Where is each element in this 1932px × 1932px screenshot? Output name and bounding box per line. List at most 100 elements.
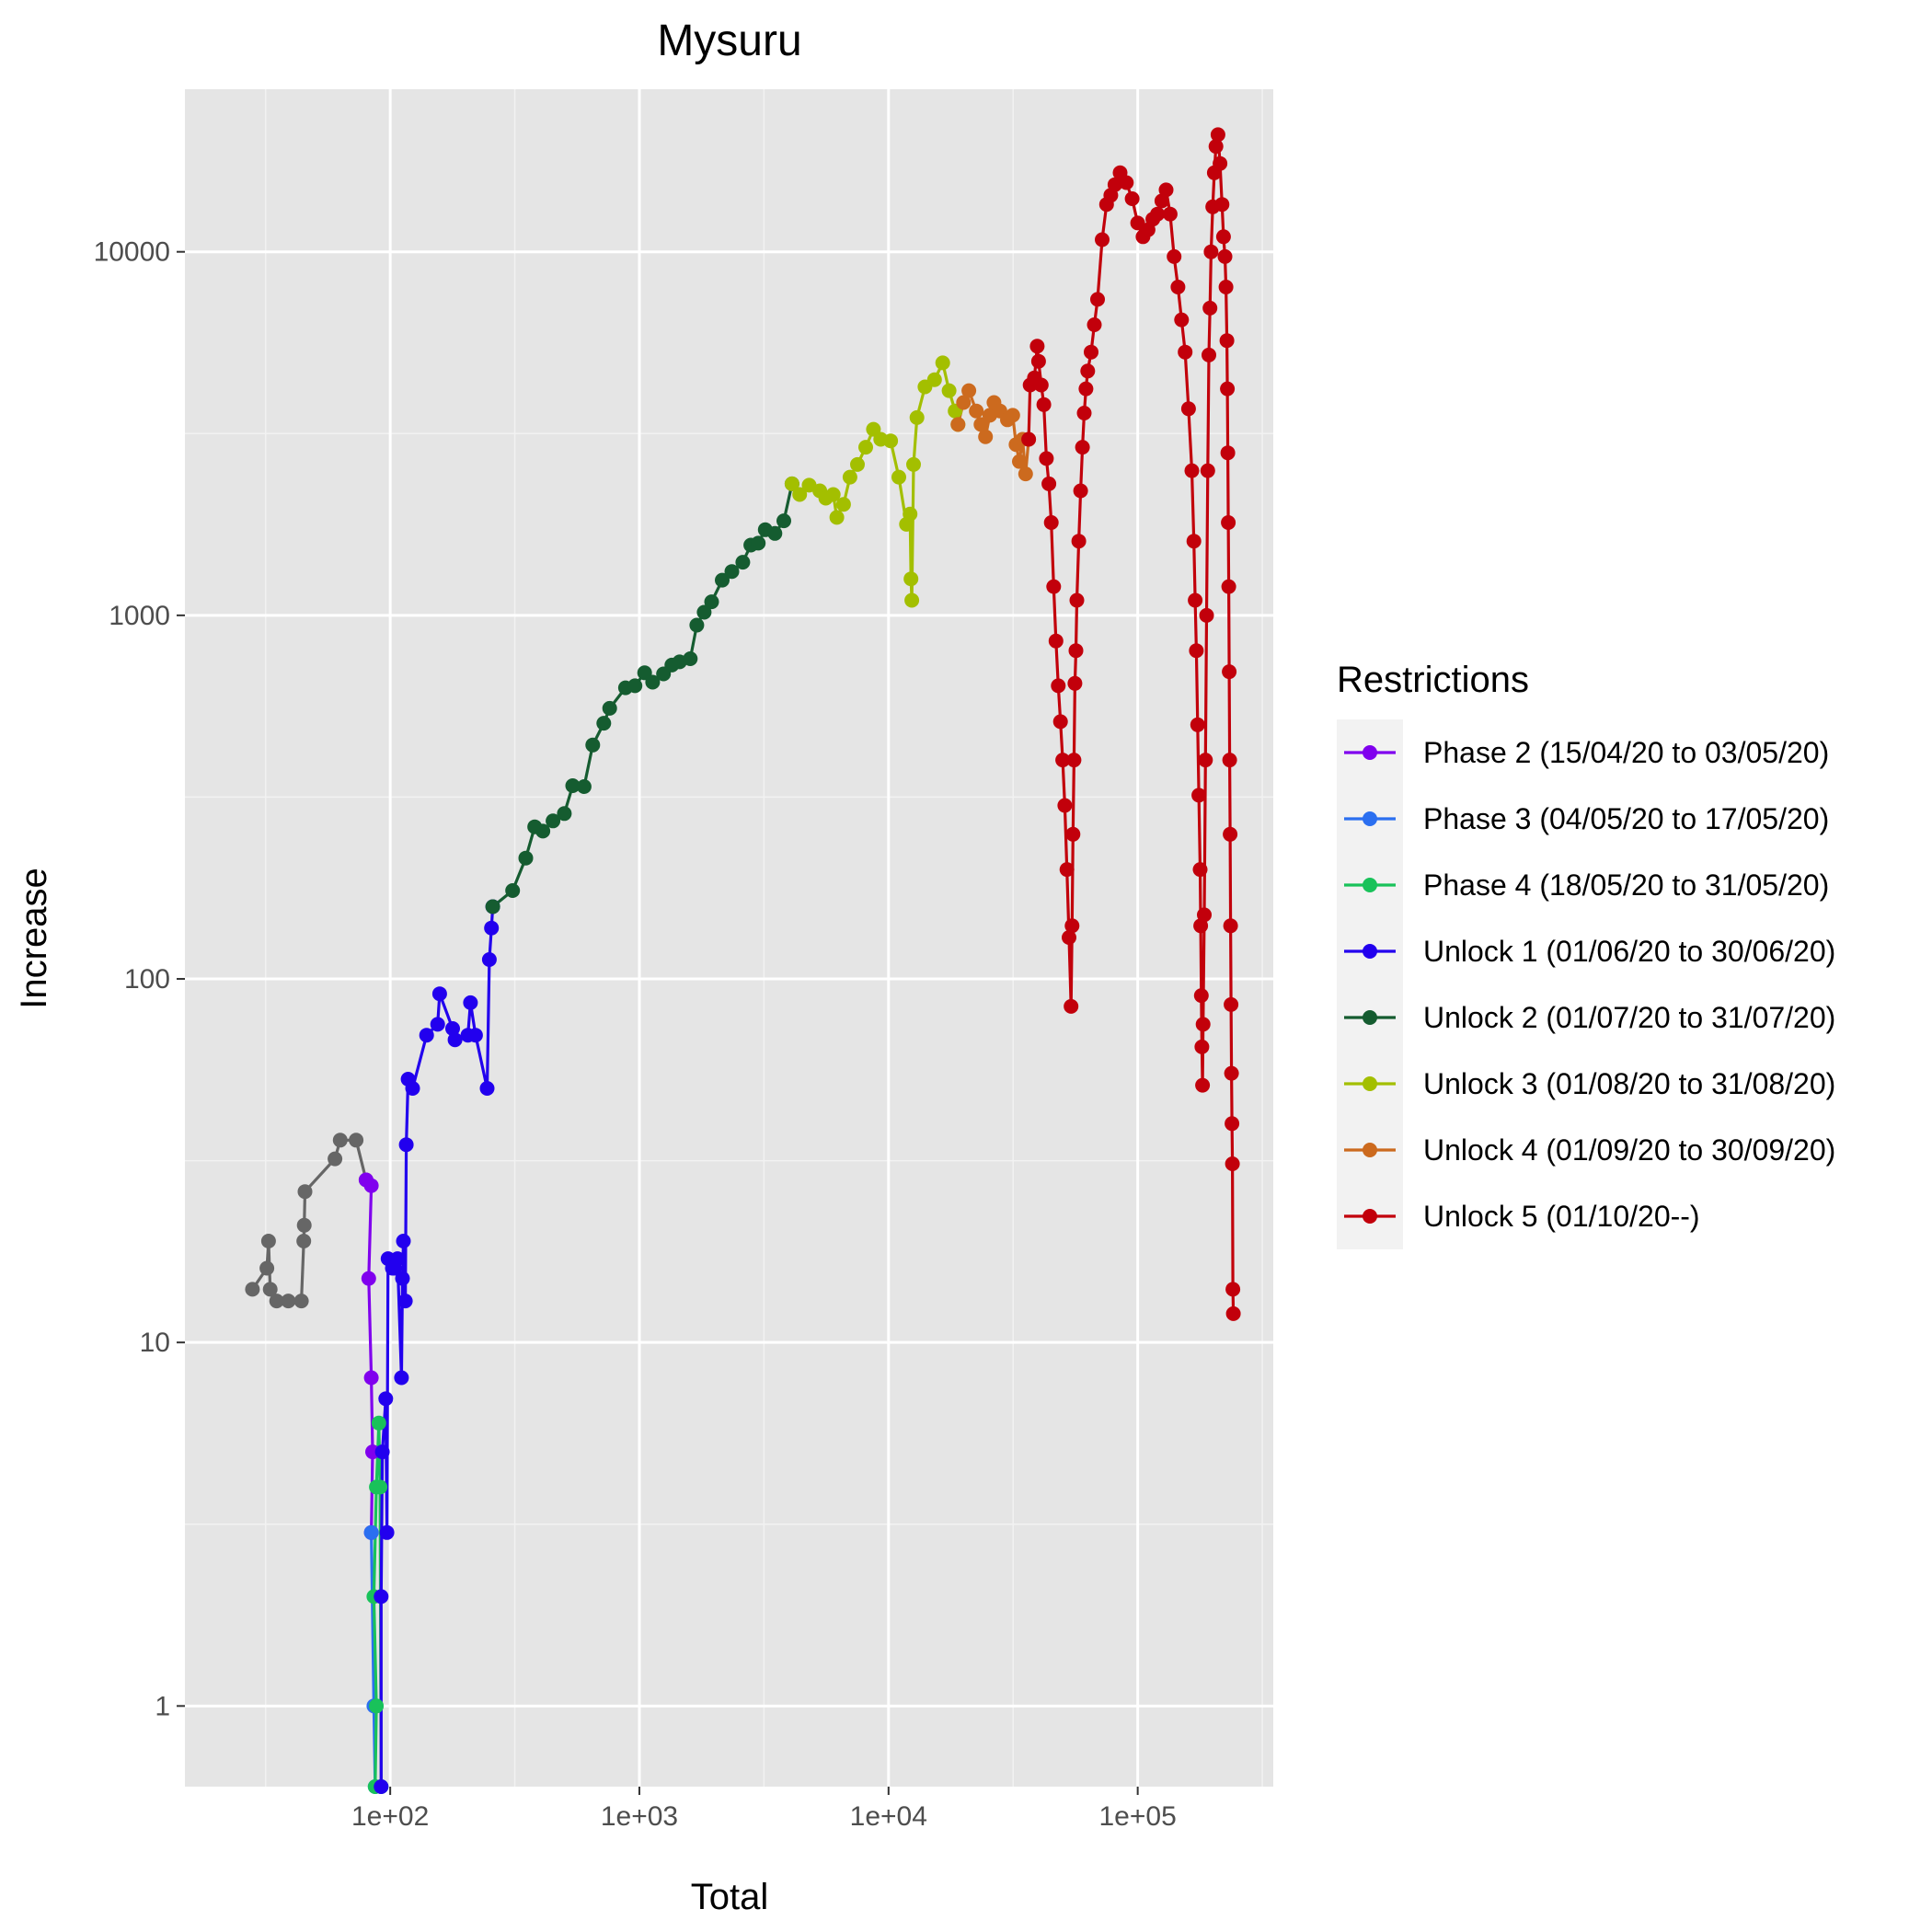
data-point-7-1 bbox=[956, 395, 972, 410]
data-point-8-60 bbox=[1192, 862, 1208, 878]
data-point-5-0 bbox=[485, 899, 500, 914]
grid-minor bbox=[185, 89, 1273, 1787]
data-point-8-55 bbox=[1186, 534, 1202, 549]
data-point-8-51 bbox=[1174, 312, 1190, 328]
data-point-8-11 bbox=[1048, 633, 1064, 649]
data-point-5-19 bbox=[683, 651, 698, 666]
legend-key-point-1 bbox=[1363, 811, 1377, 826]
data-point-5-4 bbox=[535, 823, 551, 839]
data-point-5-21 bbox=[696, 604, 712, 620]
data-point-4-17 bbox=[430, 1017, 445, 1032]
data-point-8-3 bbox=[1029, 339, 1045, 354]
legend-items: Phase 2 (15/04/20 to 03/05/20) Phase 3 (0… bbox=[1344, 736, 1835, 1233]
data-point-8-82 bbox=[1219, 333, 1235, 349]
legend-item-4: Unlock 2 (01/07/20 to 31/07/20) bbox=[1344, 1001, 1835, 1034]
data-point-8-17 bbox=[1062, 930, 1076, 945]
data-point-5-29 bbox=[767, 525, 783, 541]
data-point-1-2 bbox=[361, 1271, 376, 1286]
data-point-8-53 bbox=[1180, 401, 1196, 417]
data-point-6-5 bbox=[825, 487, 841, 502]
data-point-6-17 bbox=[903, 571, 919, 587]
data-point-8-39 bbox=[1119, 175, 1134, 190]
data-point-7-5 bbox=[978, 429, 994, 444]
legend-label-3: Unlock 1 (01/06/20 to 30/06/20) bbox=[1423, 935, 1835, 968]
x-axis-title: Total bbox=[691, 1877, 769, 1917]
data-point-0-5 bbox=[281, 1294, 296, 1309]
series-points bbox=[245, 127, 1241, 1794]
data-point-8-90 bbox=[1223, 918, 1238, 934]
data-point-8-94 bbox=[1225, 1156, 1240, 1171]
data-point-5-11 bbox=[602, 700, 617, 716]
data-point-4-23 bbox=[467, 1028, 483, 1043]
data-point-8-21 bbox=[1066, 753, 1082, 768]
data-point-5-13 bbox=[627, 678, 643, 694]
data-point-8-24 bbox=[1069, 592, 1085, 608]
data-point-4-24 bbox=[479, 1081, 495, 1096]
data-point-4-3 bbox=[378, 1391, 394, 1407]
data-point-5-23 bbox=[715, 572, 730, 588]
data-point-8-69 bbox=[1200, 463, 1215, 478]
data-point-8-79 bbox=[1215, 229, 1231, 245]
data-point-8-34 bbox=[1095, 232, 1110, 247]
data-point-5-8 bbox=[576, 779, 592, 794]
data-point-8-12 bbox=[1051, 678, 1066, 694]
legend-label-4: Unlock 2 (01/07/20 to 31/07/20) bbox=[1423, 1001, 1835, 1034]
data-point-4-16 bbox=[419, 1028, 434, 1043]
data-point-8-10 bbox=[1046, 579, 1062, 594]
y-tick-label-1: 10 bbox=[140, 1328, 170, 1358]
data-point-0-7 bbox=[296, 1234, 312, 1248]
data-point-8-54 bbox=[1184, 463, 1200, 478]
data-point-7-4 bbox=[973, 417, 989, 432]
legend-label-7: Unlock 5 (01/10/20--) bbox=[1423, 1200, 1700, 1233]
x-tick-label-1: 1e+03 bbox=[601, 1801, 678, 1832]
data-point-7-3 bbox=[969, 403, 984, 419]
x-tick-label-3: 1e+05 bbox=[1099, 1801, 1177, 1832]
plot-panel bbox=[185, 89, 1273, 1787]
legend-label-5: Unlock 3 (01/08/20 to 31/08/20) bbox=[1423, 1067, 1835, 1100]
data-point-8-4 bbox=[1030, 353, 1046, 369]
data-point-6-24 bbox=[941, 383, 957, 398]
legend-label-6: Unlock 4 (01/09/20 to 30/09/20) bbox=[1423, 1133, 1835, 1167]
data-point-8-49 bbox=[1167, 248, 1182, 264]
data-point-4-18 bbox=[431, 986, 447, 1002]
data-point-8-66 bbox=[1197, 907, 1212, 923]
x-tick-label-2: 1e+04 bbox=[850, 1801, 927, 1832]
y-axis: 1 10 100 1000 10000 bbox=[94, 237, 185, 1721]
data-point-0-11 bbox=[332, 1133, 348, 1148]
data-point-8-13 bbox=[1052, 714, 1068, 730]
data-point-4-15 bbox=[405, 1081, 420, 1096]
legend-key-point-5 bbox=[1363, 1076, 1377, 1091]
data-point-8-87 bbox=[1222, 664, 1237, 680]
data-point-8-95 bbox=[1225, 1282, 1241, 1297]
data-point-0-6 bbox=[293, 1294, 309, 1309]
data-point-8-88 bbox=[1222, 753, 1237, 768]
data-point-5-9 bbox=[585, 737, 601, 753]
data-point-5-10 bbox=[596, 716, 612, 731]
data-point-2-0 bbox=[363, 1524, 379, 1540]
data-point-6-9 bbox=[850, 456, 865, 472]
data-point-8-86 bbox=[1221, 579, 1236, 594]
data-point-8-20 bbox=[1065, 826, 1081, 842]
legend-item-5: Unlock 3 (01/08/20 to 31/08/20) bbox=[1344, 1067, 1835, 1100]
data-point-8-45 bbox=[1150, 206, 1166, 222]
data-point-8-6 bbox=[1036, 397, 1052, 412]
data-point-8-48 bbox=[1162, 206, 1178, 222]
data-point-8-0 bbox=[1021, 431, 1037, 447]
data-point-6-14 bbox=[891, 469, 906, 485]
data-point-8-78 bbox=[1214, 197, 1230, 213]
x-axis: 1e+02 1e+03 1e+04 1e+05 bbox=[351, 1787, 1177, 1832]
data-point-6-19 bbox=[906, 456, 921, 472]
chart-title: Mysuru bbox=[657, 17, 801, 65]
data-point-8-22 bbox=[1067, 675, 1083, 691]
data-point-8-83 bbox=[1220, 381, 1236, 397]
data-point-4-4 bbox=[379, 1524, 395, 1540]
data-point-8-26 bbox=[1073, 483, 1088, 499]
y-tick-label-0: 1 bbox=[155, 1691, 170, 1721]
data-point-6-13 bbox=[883, 433, 899, 449]
x-tick-label-0: 1e+02 bbox=[351, 1801, 429, 1832]
data-point-8-37 bbox=[1107, 177, 1122, 192]
y-tick-label-2: 100 bbox=[124, 964, 170, 995]
data-point-8-14 bbox=[1055, 753, 1071, 768]
y-axis-title: Increase bbox=[14, 868, 54, 1008]
data-point-7-0 bbox=[950, 417, 966, 432]
